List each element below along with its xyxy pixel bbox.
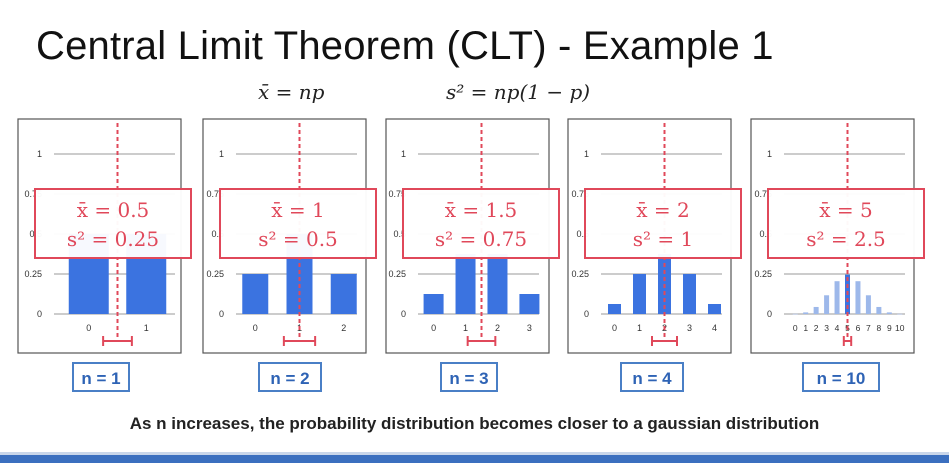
y-tick-label: 0.5 (576, 229, 589, 239)
bar (455, 254, 476, 314)
chart-panel: 0 0.25 0.5 0.75 1 0 1 2 3 x̄ = 1.5 s² = 0.75 (385, 118, 560, 354)
y-tick-label: 0.5 (393, 229, 406, 239)
y-tick-label: 0.25 (754, 269, 772, 279)
mean-value: x̄ = 1 (271, 198, 324, 222)
n-label-box: n = 1 (72, 362, 130, 392)
x-tick-label: 0 (431, 323, 436, 333)
y-tick-label: 0.5 (211, 229, 224, 239)
x-tick-label: 0 (86, 323, 91, 333)
mean-value: x̄ = 0.5 (77, 198, 150, 222)
caption: As n increases, the probability distribu… (129, 414, 820, 433)
y-tick-label: 1 (767, 149, 772, 159)
y-tick-label: 0 (767, 309, 772, 319)
variance-value: s² = 1 (633, 227, 693, 251)
y-tick-label: 0.75 (206, 189, 224, 199)
bar (330, 274, 357, 314)
y-tick-label: 1 (219, 149, 224, 159)
y-tick-label: 0.25 (388, 269, 406, 279)
bar (792, 313, 798, 315)
y-tick-label: 0.75 (571, 189, 589, 199)
x-tick-label: 1 (803, 323, 808, 333)
bar (876, 306, 882, 314)
x-tick-label: 0 (793, 323, 798, 333)
x-tick-label: 0 (253, 323, 258, 333)
x-tick-label: 4 (712, 323, 717, 333)
y-tick-label: 0 (219, 309, 224, 319)
y-tick-label: 0.25 (24, 269, 42, 279)
bottom-bar (0, 455, 949, 463)
n-label-box: n = 2 (258, 362, 322, 392)
bar (487, 254, 508, 314)
bar (608, 304, 621, 314)
bar (708, 304, 721, 314)
bar (633, 274, 646, 314)
mean-value: x̄ = 2 (636, 198, 689, 222)
y-tick-label: 0.25 (206, 269, 224, 279)
x-tick-label: 8 (876, 323, 881, 333)
stats-box (34, 188, 192, 259)
variance-value: s² = 0.25 (67, 227, 159, 251)
chart-panel: 00.250.50.751012x̄ = 1s² = 0.5 (202, 118, 377, 354)
y-tick-label: 0.75 (24, 189, 42, 199)
variance-value: s² = 0.5 (258, 227, 338, 251)
y-tick-label: 0.5 (759, 229, 772, 239)
x-tick-label: 2 (495, 323, 500, 333)
stats-box (584, 188, 742, 259)
bar (519, 294, 540, 314)
bar (855, 281, 861, 314)
mean-formula: x̄ = np (258, 80, 325, 104)
y-tick-label: 1 (37, 149, 42, 159)
x-tick-label: 10 (895, 323, 905, 333)
x-tick-label: 6 (856, 323, 861, 333)
bar (897, 313, 903, 315)
n-label-box: n = 4 (620, 362, 684, 392)
chart-panel: 00.250.50.751012345678910x̄ = 5s² = 2.5 (750, 118, 925, 354)
bar (834, 281, 840, 314)
y-tick-label: 0 (584, 309, 589, 319)
y-tick-label: 0.75 (388, 189, 406, 199)
stats-box (767, 188, 925, 259)
bar (242, 274, 269, 314)
y-tick-label: 1 (401, 149, 406, 159)
slide-title: Central Limit Theorem (CLT) - Example 1 (36, 24, 774, 68)
y-tick-label: 0 (37, 309, 42, 319)
x-tick-label: 1 (637, 323, 642, 333)
n-label-box: n = 3 (440, 362, 498, 392)
mean-value: x̄ = 1.5 (445, 198, 518, 222)
stats-box (219, 188, 377, 259)
bar (813, 306, 819, 314)
mean-value: x̄ = 5 (819, 198, 872, 222)
x-tick-label: 2 (814, 323, 819, 333)
x-tick-label: 2 (341, 323, 346, 333)
x-tick-label: 1 (463, 323, 468, 333)
x-tick-label: 3 (527, 323, 532, 333)
x-tick-label: 0 (612, 323, 617, 333)
chart-panel: 00.250.50.75101234x̄ = 2s² = 1 (567, 118, 742, 354)
bar (865, 295, 871, 314)
bottom-shadow (0, 452, 949, 455)
bar (824, 295, 830, 314)
variance-formula: s² = np(1 − p) (446, 80, 591, 104)
x-tick-label: 4 (835, 323, 840, 333)
variance-value: s² = 2.5 (806, 227, 886, 251)
bar (886, 312, 892, 314)
x-tick-label: 1 (144, 323, 149, 333)
x-tick-label: 9 (887, 323, 892, 333)
y-tick-label: 0 (401, 309, 406, 319)
variance-value: s² = 0.75 (435, 227, 527, 251)
x-tick-label: 3 (687, 323, 692, 333)
bar (683, 274, 696, 314)
y-tick-label: 1 (584, 149, 589, 159)
n-label-box: n = 10 (802, 362, 880, 392)
bar (423, 294, 444, 314)
stats-box (402, 188, 560, 259)
y-tick-label: 0.25 (571, 269, 589, 279)
x-tick-label: 7 (866, 323, 871, 333)
y-tick-label: 0.75 (754, 189, 772, 199)
x-tick-label: 3 (824, 323, 829, 333)
bar (803, 312, 809, 314)
